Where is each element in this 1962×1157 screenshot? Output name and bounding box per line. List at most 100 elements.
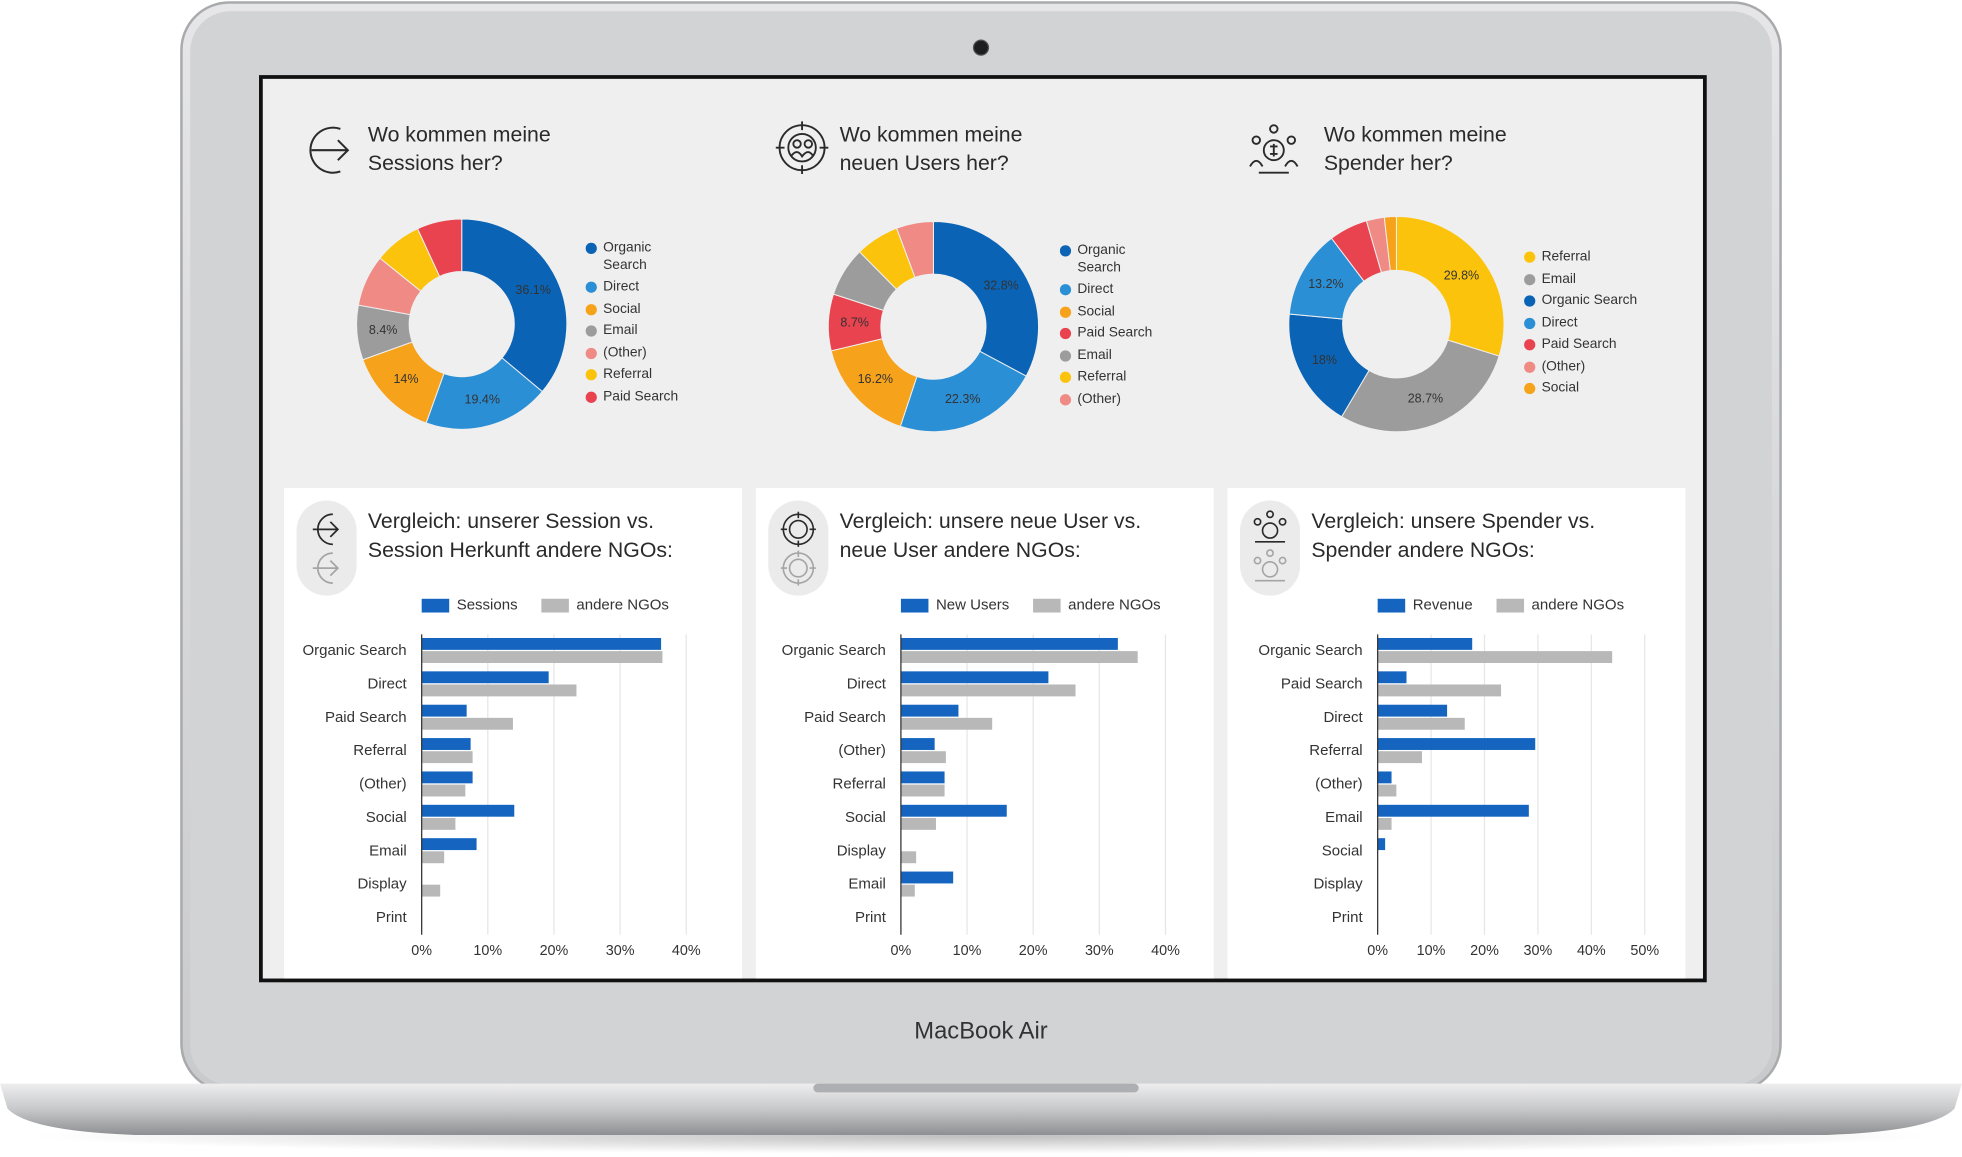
legend-label: (Other) (1541, 358, 1586, 374)
bar (900, 684, 1076, 697)
y-tick-label: Paid Search (325, 709, 407, 726)
legend-label: Organic Search (603, 240, 652, 273)
y-tick-label: Organic Search (302, 642, 406, 659)
chart-title: Vergleich: unserer Session vs. Session H… (367, 509, 673, 562)
bar (900, 817, 936, 830)
bar (900, 851, 917, 864)
icon-pill (296, 500, 357, 596)
slice-label: 14% (393, 372, 418, 386)
y-tick-label: Display (1313, 876, 1363, 893)
legend-swatch (1496, 598, 1525, 613)
bar (421, 671, 549, 684)
bar (1377, 684, 1502, 697)
legend-label: Email (1077, 347, 1112, 363)
y-tick-label: Direct (367, 675, 407, 692)
legend-item: Social (1524, 380, 1687, 397)
pie-slice (416, 218, 463, 278)
slice-label: 36.1% (515, 283, 550, 297)
legend-swatch (585, 325, 597, 337)
y-tick-label: Paid Search (804, 709, 886, 726)
legend-label: Social (1541, 380, 1580, 396)
pie-slice (1395, 216, 1505, 357)
bar (900, 751, 946, 764)
chart-title-box: Vergleich: unsere Spender vs. Spender an… (1311, 509, 1595, 562)
legend-swatch (1033, 598, 1061, 613)
slice-label: 13.2% (1308, 277, 1343, 291)
legend-label: Organic Search (1077, 242, 1126, 275)
legend-label: Direct (1541, 314, 1578, 330)
laptop-base (0, 1083, 1962, 1135)
y-tick-label: Print (1332, 909, 1364, 926)
slice-label: 8.4% (369, 323, 398, 337)
legend-swatch (1524, 361, 1536, 373)
legend-label: Referral (1077, 369, 1127, 385)
legend-item: Referral (585, 367, 701, 384)
bar (900, 871, 954, 884)
bar (1377, 784, 1397, 797)
bar (1377, 637, 1473, 650)
legend-swatch (1524, 382, 1536, 395)
legend-swatch (585, 347, 597, 359)
x-tick-label: 0% (891, 943, 912, 959)
y-tick-label: (Other) (838, 742, 886, 759)
bar (421, 851, 445, 864)
y-tick-label: Direct (847, 675, 887, 692)
legend-item: Social (585, 301, 701, 318)
legend-label: andere NGOs (1532, 597, 1625, 614)
panel (755, 488, 1214, 979)
icon-pill (768, 500, 829, 596)
chart-title: Vergleich: unsere neue User vs. neue Use… (839, 509, 1142, 562)
x-tick-label: 30% (606, 943, 635, 959)
bar (1377, 671, 1407, 684)
chart-title-box: Vergleich: unserer Session vs. Session H… (367, 509, 673, 562)
icon-users (775, 121, 829, 174)
bar (900, 738, 935, 750)
bar (1377, 751, 1422, 764)
pie-slice (895, 221, 934, 279)
legend-item: Referral (1524, 249, 1687, 266)
legend-label: Direct (603, 279, 640, 295)
chart-title-box: Wo kommen meine Sessions her? (368, 123, 551, 176)
panel (1227, 488, 1686, 979)
bar (421, 804, 515, 817)
bar (1377, 704, 1448, 717)
legend-swatch (1059, 327, 1072, 340)
y-tick-label: Email (848, 876, 886, 893)
legend-swatch (541, 598, 569, 613)
legend-swatch (900, 598, 929, 613)
legend-label: Paid Search (1077, 325, 1153, 341)
bar (421, 637, 662, 650)
legend-item: Email (585, 323, 701, 340)
y-tick-label: Social (845, 809, 886, 826)
bar (1377, 804, 1529, 817)
y-tick-label: Referral (833, 776, 886, 793)
chart-title-box: Vergleich: unsere neue User vs. neue Use… (839, 509, 1142, 562)
legend-item: Social (1059, 303, 1175, 320)
legend-item: (Other) (1524, 359, 1687, 376)
legend-label: Revenue (1413, 597, 1473, 614)
legend-item: Email (1524, 271, 1687, 288)
bar (900, 671, 1049, 684)
legend-swatch (1059, 349, 1072, 362)
legend: Referral Email Organic Search Direct Paid Se… (1524, 249, 1687, 397)
y-tick-label: Social (366, 809, 407, 826)
x-tick-label: 40% (1577, 943, 1606, 959)
legend-item: Organic Search (585, 240, 701, 274)
x-tick-label: 40% (1151, 943, 1180, 959)
legend-label: andere NGOs (576, 597, 669, 614)
bar (900, 784, 945, 797)
bar (421, 704, 467, 717)
bar (421, 784, 466, 797)
bar (1377, 771, 1392, 784)
legend-swatch (1524, 339, 1536, 351)
x-tick-label: 0% (411, 943, 432, 959)
bar (421, 771, 473, 784)
y-tick-label: Organic Search (782, 642, 886, 659)
chart-title-box: Wo kommen meine neuen Users her? (840, 123, 1023, 176)
y-tick-label: Referral (353, 742, 406, 759)
legend-label: Referral (1541, 249, 1591, 265)
bar (421, 751, 473, 764)
legend-label: New Users (936, 597, 1009, 614)
slice-label: 8.7% (840, 316, 868, 330)
legend-swatch (1524, 317, 1536, 329)
